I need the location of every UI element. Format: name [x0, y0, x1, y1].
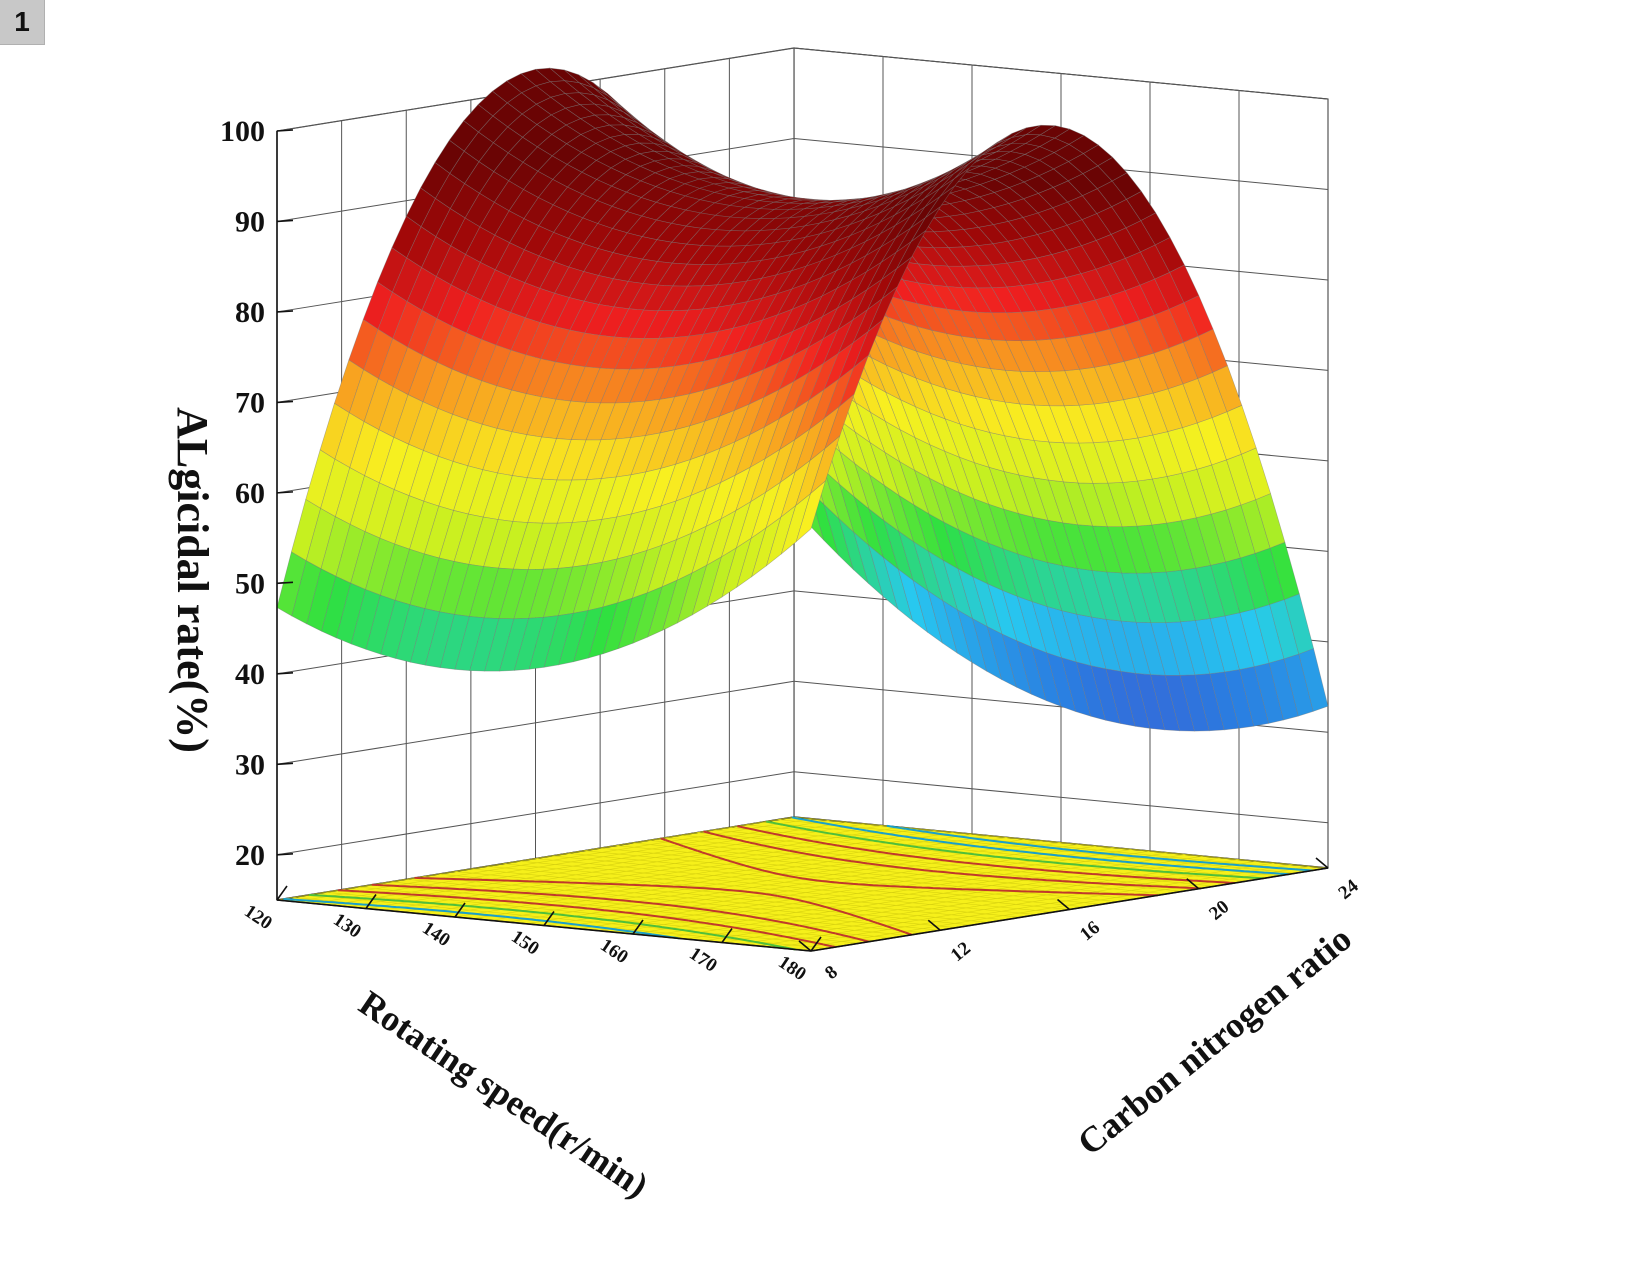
floor-gridline — [793, 816, 1329, 869]
z-tick — [276, 400, 294, 404]
floor-gridline — [583, 850, 1118, 903]
floor-gridline — [309, 894, 844, 947]
contour-line — [414, 837, 1159, 936]
z-tick — [276, 310, 294, 313]
contour-line — [283, 816, 1290, 940]
z-tick-label: 80 — [235, 296, 265, 329]
response-surface — [276, 67, 1329, 732]
x-tick — [543, 911, 555, 926]
surface-patch — [795, 480, 826, 543]
x-tick — [276, 885, 288, 901]
x-tick-label: 140 — [418, 918, 453, 951]
z-tick — [276, 491, 294, 494]
x-tick — [454, 902, 466, 918]
x-tick — [721, 928, 733, 943]
z-tick-label: 20 — [235, 839, 265, 872]
y-tick-label: 12 — [947, 938, 975, 966]
y-tick-label: 8 — [821, 962, 842, 984]
contour-line — [337, 825, 1235, 949]
contour-line — [886, 824, 1313, 872]
z-tick — [276, 219, 294, 223]
floor-gridline — [600, 847, 1135, 900]
floor-gridline — [777, 819, 1312, 871]
floor-gridline — [761, 821, 1296, 874]
panel-label: 1 — [0, 0, 45, 45]
floor-gridline — [664, 837, 1199, 890]
y-tick — [1056, 898, 1071, 911]
x-axis-label: Rotating speed(r/min) — [352, 983, 655, 1206]
x-tick — [365, 894, 377, 909]
y-axis-label: Carbon nitrogen ratio — [1070, 918, 1359, 1163]
z-tick — [276, 672, 294, 675]
floor-gridline — [535, 858, 1070, 910]
z-tick-label: 30 — [235, 748, 265, 781]
x-tick — [632, 919, 644, 935]
floor-gridline — [503, 863, 1038, 915]
z-tick-label: 100 — [220, 115, 265, 148]
floor-gridline — [567, 853, 1102, 905]
x-tick-label: 180 — [774, 952, 809, 985]
z-tick — [276, 129, 294, 132]
y-tick — [1315, 857, 1329, 869]
x-tick-label: 160 — [596, 935, 631, 968]
floor-gridline — [373, 884, 908, 936]
y-tick-label: 16 — [1076, 917, 1104, 945]
z-tick — [276, 762, 294, 766]
z-tick-labels: 20 30 40 50 60 70 80 90 100 — [220, 115, 265, 872]
z-tick-label: 40 — [235, 658, 265, 691]
z-axis-label: ALgicidal rate(%) — [168, 407, 217, 753]
floor-gridline — [519, 860, 1054, 913]
z-tick-label: 90 — [235, 205, 265, 238]
z-tick — [276, 852, 294, 856]
floor-gridline — [697, 832, 1232, 884]
y-tick — [1186, 878, 1200, 890]
x-tick — [810, 936, 822, 952]
floor-gridline — [454, 871, 989, 923]
floor-contours — [283, 816, 1313, 951]
x-tick-label: 170 — [685, 943, 720, 976]
y-tick-label: 20 — [1205, 896, 1233, 924]
floor-gridline — [470, 868, 1005, 921]
z-tick-label: 70 — [235, 386, 265, 419]
floor-gridline — [729, 827, 1264, 879]
y-tick — [927, 919, 941, 931]
y-tick-label: 24 — [1335, 875, 1363, 904]
x-tick-label: 120 — [240, 901, 275, 934]
z-tick-label: 60 — [235, 477, 265, 510]
axes — [276, 129, 1329, 952]
x-tick-label: 150 — [507, 926, 542, 959]
z-tick — [276, 581, 294, 585]
y-tick — [798, 940, 812, 952]
floor-gridline — [341, 889, 876, 941]
contour-line — [371, 830, 1201, 943]
x-tick-label: 130 — [329, 909, 364, 942]
z-tick-label: 50 — [235, 567, 265, 600]
floor-gridline — [438, 873, 973, 926]
